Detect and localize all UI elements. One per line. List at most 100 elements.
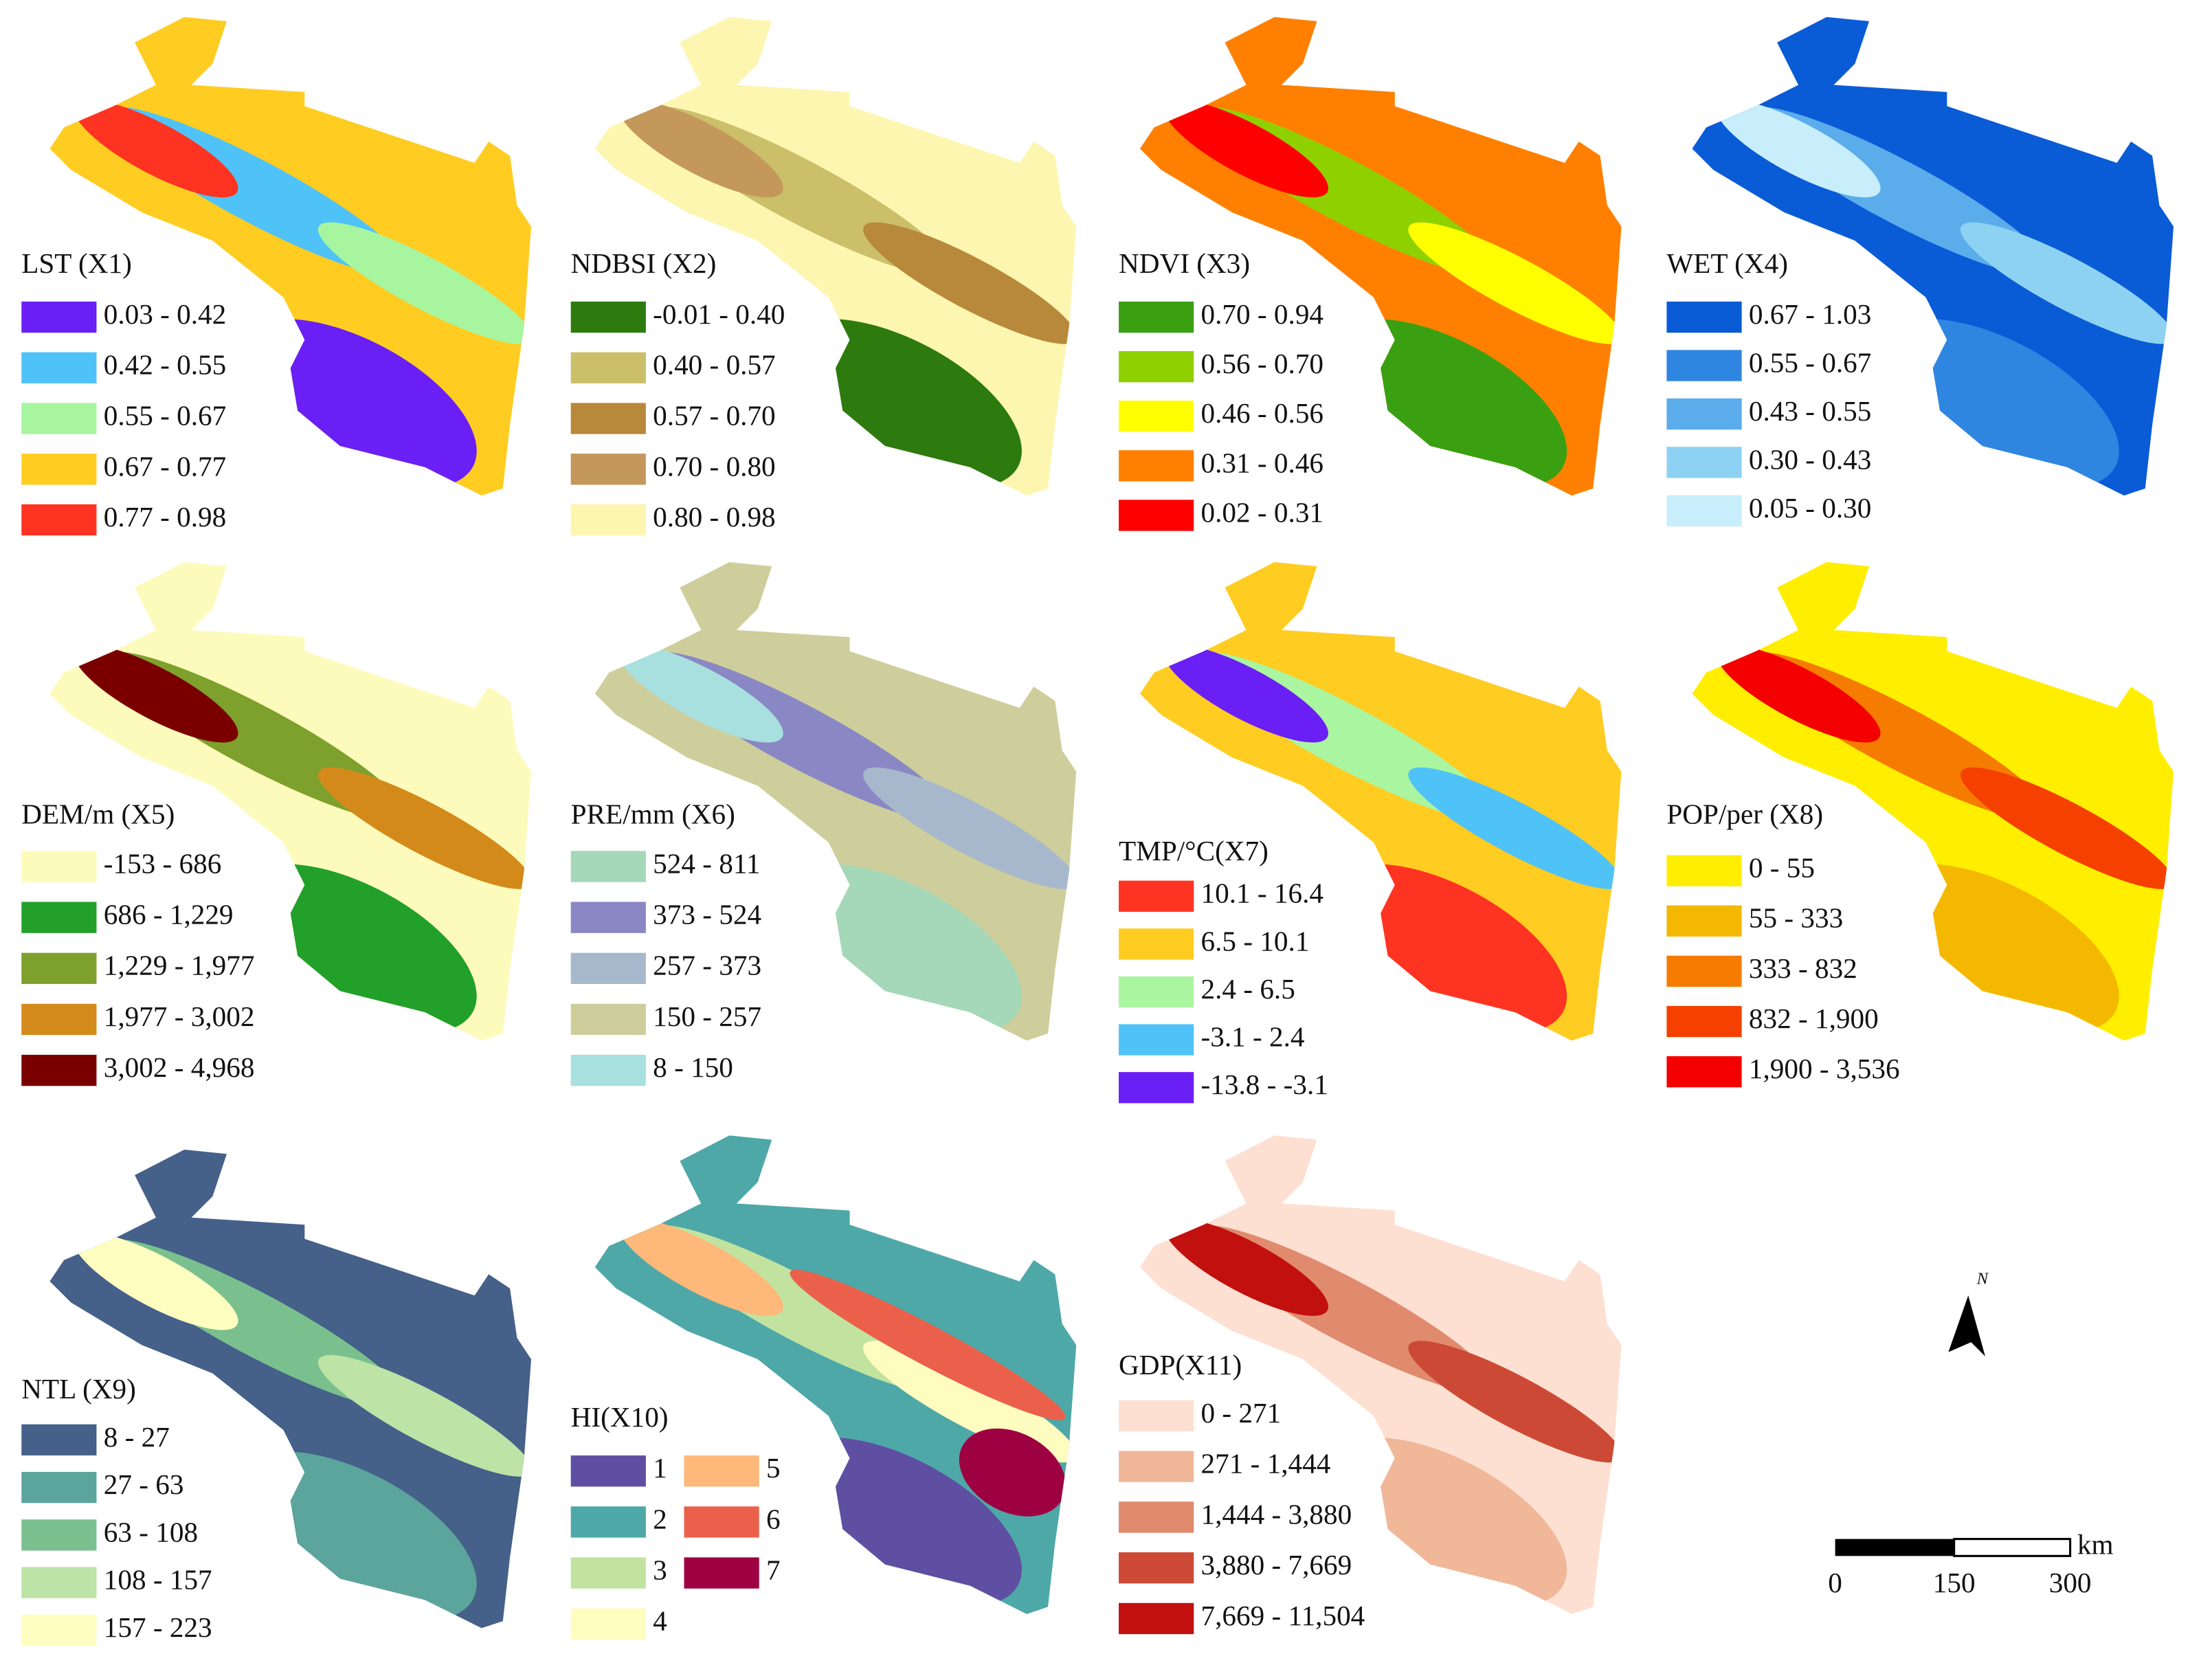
legend-label: 3,002 - 4,968 bbox=[104, 1051, 255, 1083]
legend-swatch bbox=[1119, 1024, 1194, 1055]
scale-label: 0 bbox=[1828, 1567, 1842, 1598]
legend-swatch bbox=[570, 1455, 646, 1487]
legend-swatch bbox=[21, 352, 97, 383]
legend-title: NDBSI (X2) bbox=[571, 247, 717, 280]
legend-label: 0.30 - 0.43 bbox=[1749, 443, 1871, 475]
legend-swatch bbox=[1666, 905, 1742, 937]
legend-label: -153 - 686 bbox=[104, 847, 222, 879]
legend-title: TMP/°C(X7) bbox=[1119, 835, 1269, 867]
class-area bbox=[1960, 222, 2174, 344]
map-panel: DEM/m (X5) -153 - 686 686 - 1,229 1,229 - 1… bbox=[21, 561, 531, 1086]
legend-label: 832 - 1,900 bbox=[1749, 1003, 1879, 1034]
map bbox=[49, 16, 531, 496]
legend-title: NTL (X9) bbox=[21, 1373, 136, 1405]
legend-label: 0.31 - 0.46 bbox=[1201, 447, 1323, 478]
legend-label: 1,229 - 1,977 bbox=[104, 950, 255, 981]
legend-label: 55 - 333 bbox=[1749, 902, 1843, 934]
class-area bbox=[1960, 767, 2174, 889]
legend-swatch bbox=[570, 454, 646, 485]
legend-label: 0.67 - 0.77 bbox=[104, 450, 226, 482]
legend-swatch bbox=[570, 902, 646, 933]
legend-label: 7,669 - 11,504 bbox=[1201, 1600, 1365, 1631]
legend-swatch bbox=[21, 403, 97, 434]
legend-label: 2 bbox=[653, 1503, 667, 1534]
legend-swatch bbox=[1119, 450, 1194, 482]
legend-label: 0.55 - 0.67 bbox=[1749, 346, 1871, 378]
map-panel: NDBSI (X2) -0.01 - 0.40 0.40 - 0.57 0.57 - … bbox=[570, 16, 1077, 536]
legend-label: 686 - 1,229 bbox=[104, 899, 234, 930]
legend-title: POP/per (X8) bbox=[1666, 798, 1823, 830]
legend-label: 0.57 - 0.70 bbox=[653, 399, 775, 431]
legend-swatch bbox=[570, 1054, 646, 1086]
legend-swatch bbox=[1666, 1056, 1742, 1088]
legend-swatch bbox=[21, 1567, 97, 1598]
class-area bbox=[1163, 645, 1329, 743]
legend-swatch bbox=[21, 1614, 97, 1646]
class-area bbox=[618, 100, 783, 198]
legend-swatch bbox=[1119, 1501, 1194, 1533]
legend-swatch bbox=[1119, 1400, 1194, 1432]
legend-swatch bbox=[21, 1519, 97, 1551]
legend-swatch bbox=[21, 1054, 97, 1086]
map-panel: NTL (X9) 8 - 27 27 - 63 63 - 108 108 - 157 15… bbox=[21, 1150, 531, 1646]
legend-label: 373 - 524 bbox=[653, 899, 761, 930]
legend-label: 8 - 150 bbox=[653, 1051, 733, 1083]
north-label: N bbox=[1976, 1269, 1989, 1288]
legend-swatch bbox=[1666, 955, 1742, 987]
class-area bbox=[74, 645, 238, 743]
class-area bbox=[863, 1341, 1077, 1463]
legend-label: 63 - 108 bbox=[104, 1516, 198, 1547]
map bbox=[1139, 16, 1622, 496]
class-area bbox=[1716, 645, 1881, 743]
legend-swatch bbox=[1119, 301, 1194, 333]
legend-label: -13.8 - -3.1 bbox=[1201, 1069, 1328, 1100]
legend-swatch bbox=[1119, 976, 1194, 1008]
class-area bbox=[1163, 100, 1329, 198]
map bbox=[49, 1150, 531, 1629]
legend-label: 257 - 373 bbox=[653, 950, 761, 981]
legend-swatch bbox=[21, 1003, 97, 1036]
legend-swatch bbox=[1666, 855, 1742, 886]
legend-label: 1,444 - 3,880 bbox=[1201, 1498, 1352, 1530]
class-area bbox=[1163, 1218, 1329, 1316]
scale-label: 300 bbox=[2049, 1567, 2092, 1598]
arrow-icon bbox=[1948, 1295, 1985, 1356]
legend-swatch bbox=[684, 1455, 759, 1487]
legend-swatch bbox=[1119, 1451, 1194, 1482]
legend-swatch bbox=[570, 403, 646, 434]
legend-label: 0.67 - 1.03 bbox=[1749, 298, 1871, 330]
legend-swatch bbox=[570, 352, 646, 383]
legend-label: 157 - 223 bbox=[104, 1611, 212, 1643]
class-area bbox=[317, 767, 531, 889]
legend-label: 0.56 - 0.70 bbox=[1201, 348, 1323, 379]
legend-label: 27 - 63 bbox=[104, 1468, 184, 1500]
legend-label: 1 bbox=[653, 1452, 667, 1484]
legend-label: 2.4 - 6.5 bbox=[1201, 973, 1295, 1005]
legend-label: 0.03 - 0.42 bbox=[104, 298, 226, 330]
legend-label: 5 bbox=[766, 1452, 781, 1484]
legend-swatch bbox=[21, 504, 97, 536]
legend-label: 6 bbox=[766, 1503, 781, 1534]
legend-label: 0 - 271 bbox=[1201, 1397, 1282, 1429]
map-panel: PRE/mm (X6) 524 - 811 373 - 524 257 - 373 15… bbox=[570, 561, 1077, 1086]
legend-label: 150 - 257 bbox=[653, 1001, 761, 1032]
legend-title: LST (X1) bbox=[21, 247, 132, 280]
legend-swatch bbox=[21, 952, 97, 984]
legend-label: 0.80 - 0.98 bbox=[653, 501, 775, 533]
map-panel: HI(X10) 1 2 3 4 5 6 7 bbox=[570, 1135, 1077, 1640]
map-panel: POP/per (X8) 0 - 55 55 - 333 333 - 832 832 -… bbox=[1666, 561, 2174, 1088]
north-arrow: N bbox=[1948, 1269, 1989, 1356]
scale-bar: km 0 150 300 bbox=[1828, 1528, 2113, 1598]
class-area bbox=[1716, 100, 1881, 198]
map-panel: LST (X1) 0.03 - 0.42 0.42 - 0.55 0.55 - 0.6… bbox=[21, 16, 531, 536]
legend-label: 0.55 - 0.67 bbox=[104, 399, 226, 431]
class-area bbox=[618, 645, 783, 743]
legend-label: -3.1 - 2.4 bbox=[1201, 1021, 1305, 1053]
legend-swatch bbox=[1119, 350, 1194, 383]
legend-title: HI(X10) bbox=[571, 1401, 669, 1433]
map-panel: WET (X4) 0.67 - 1.03 0.55 - 0.67 0.43 - 0.5… bbox=[1666, 16, 2174, 527]
legend-label: 8 - 27 bbox=[104, 1421, 170, 1453]
legend-swatch bbox=[21, 1424, 97, 1456]
legend-swatch bbox=[570, 1003, 646, 1036]
